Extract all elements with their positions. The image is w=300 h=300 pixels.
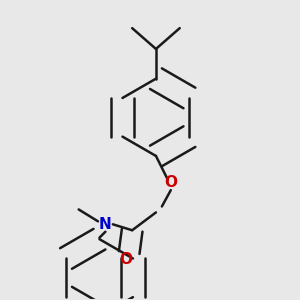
Text: N: N (99, 217, 112, 232)
Text: O: O (164, 175, 177, 190)
Text: O: O (120, 253, 133, 268)
